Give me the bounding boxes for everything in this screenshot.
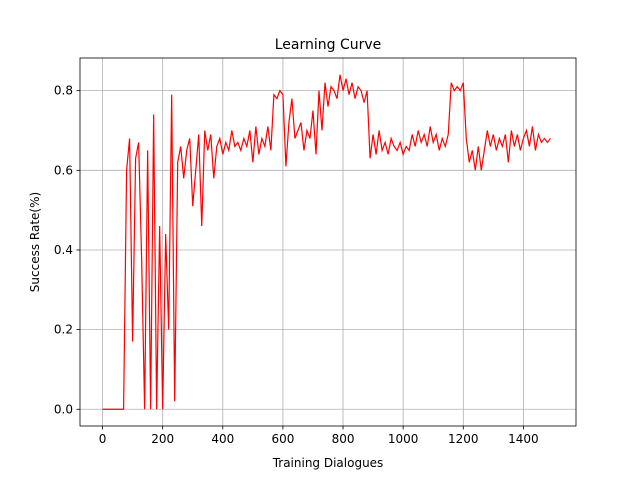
y-tick-label: 0.8 [54, 84, 73, 98]
x-tick-label: 1000 [388, 432, 419, 446]
data-line [102, 74, 551, 410]
x-tick-label: 400 [211, 432, 234, 446]
y-tick-label: 0.0 [54, 402, 73, 416]
y-axis-label: Success Rate(%) [28, 192, 42, 292]
x-tick-label: 0 [99, 432, 107, 446]
y-tick-label: 0.6 [54, 163, 73, 177]
plot-frame [79, 57, 577, 427]
y-tick-label: 0.4 [54, 243, 73, 257]
y-tick-label: 0.2 [54, 323, 73, 337]
x-tick-label: 800 [332, 432, 355, 446]
x-axis-label: Training Dialogues [272, 456, 384, 470]
x-tick-label: 1400 [508, 432, 539, 446]
x-tick-label: 1200 [448, 432, 479, 446]
x-tick-label: 600 [271, 432, 294, 446]
x-tick-label: 200 [151, 432, 174, 446]
chart-title: Learning Curve [275, 37, 382, 53]
